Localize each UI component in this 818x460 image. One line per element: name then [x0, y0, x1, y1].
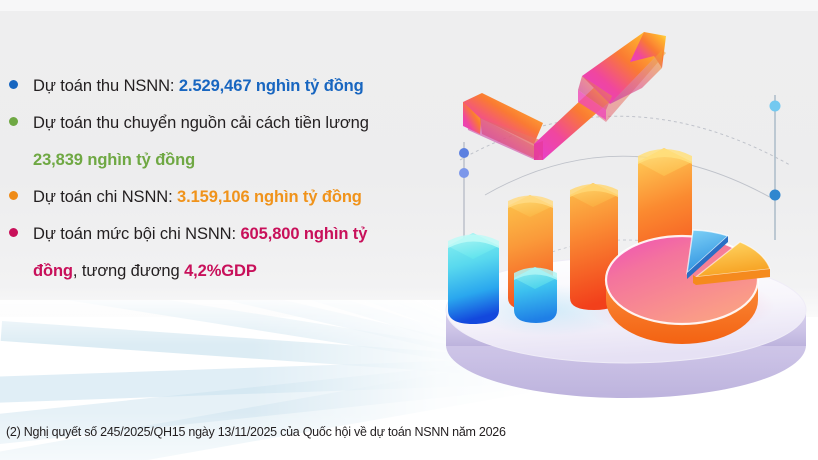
bullet-list: Dự toán thu NSNN: 2.529,467 nghìn tỷ đồn… — [0, 70, 450, 287]
bar-cyan-short — [514, 267, 557, 323]
bullet-4-continuation: đồng, tương đương 4,2%GDP — [0, 255, 450, 287]
pie-rim — [606, 280, 758, 344]
growth-arrow-icon — [463, 32, 666, 160]
marker-dot-left-upper — [459, 148, 469, 158]
list-item-bullet-3: Dự toán chi NSNN: 3.159,106 nghìn tỷ đồn… — [0, 181, 450, 213]
marker-dot-right-upper — [769, 100, 781, 112]
slice-blue — [686, 229, 730, 279]
bullet-dot-icon — [9, 117, 18, 126]
bar-cyan-tall — [448, 233, 499, 324]
background-top-strip — [0, 0, 818, 11]
bullet-1-label: Dự toán thu NSNN: — [33, 77, 179, 95]
bullet-1-value: 2.529,467 nghìn tỷ đồng — [178, 77, 364, 95]
slice-yellow — [693, 241, 771, 285]
marker-line-right — [769, 95, 781, 240]
marker-dot-left-lower — [459, 168, 469, 178]
bullet-4-line: Dự toán mức bội chi NSNN: 605,800 nghìn … — [33, 218, 450, 250]
bullet-dot-icon — [9, 191, 18, 200]
marker-dot-right-lower — [769, 189, 781, 201]
bullet-3-line: Dự toán chi NSNN: 3.159,106 nghìn tỷ đồn… — [33, 181, 450, 213]
list-item-bullet-2: Dự toán thu chuyển nguồn cải cách tiền l… — [0, 107, 450, 139]
bullet-dot-icon — [9, 80, 18, 89]
list-item-bullet-1: Dự toán thu NSNN: 2.529,467 nghìn tỷ đồn… — [0, 70, 450, 102]
bullet-2-value: 23,839 nghìn tỷ đồng — [33, 151, 196, 169]
bullet-1-line: Dự toán thu NSNN: 2.529,467 nghìn tỷ đồn… — [33, 70, 450, 102]
bullet-4-value-part3: 4,2%GDP — [184, 262, 257, 280]
pie-chart-3d — [604, 229, 771, 344]
bullet-3-value: 3.159,106 nghìn tỷ đồng — [177, 188, 362, 206]
bullet-2-line: Dự toán thu chuyển nguồn cải cách tiền l… — [33, 107, 450, 139]
bullet-4-label: Dự toán mức bội chi NSNN: — [33, 225, 241, 243]
3d-statistics-illustration — [430, 10, 818, 410]
bullet-2-label: Dự toán thu chuyển nguồn cải cách tiền l… — [33, 114, 369, 132]
bullet-dot-icon — [9, 228, 18, 237]
bullet-3-label: Dự toán chi NSNN: — [33, 188, 178, 206]
bullet-4-value-part2: đồng — [33, 262, 73, 280]
bullet-4-value: 605,800 nghìn tỷ — [240, 225, 368, 243]
list-item-bullet-4: Dự toán mức bội chi NSNN: 605,800 nghìn … — [0, 218, 450, 250]
footnote: (2) Nghị quyết số 245/2025/QH15 ngày 13/… — [6, 425, 506, 439]
bullet-4-mid-text: , tương đương — [72, 262, 185, 280]
bullet-2-continuation: 23,839 nghìn tỷ đồng — [0, 144, 450, 176]
